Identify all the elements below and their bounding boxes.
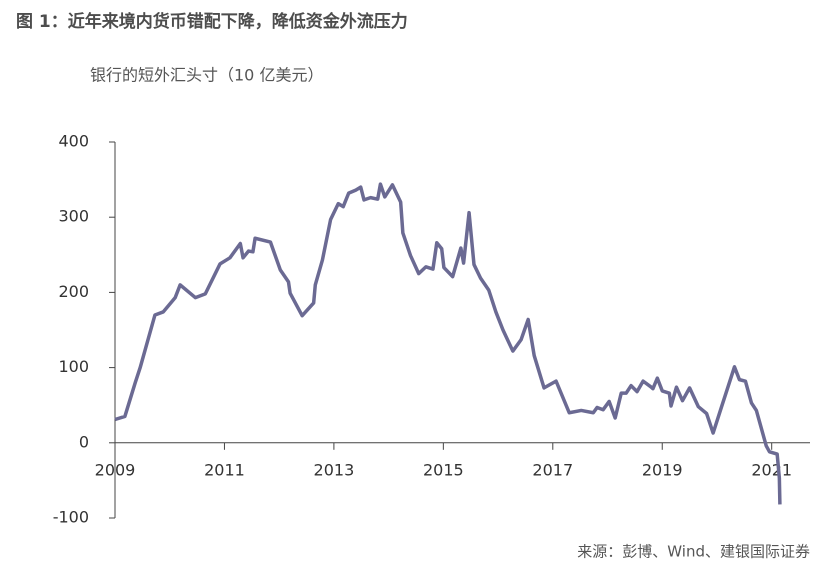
x-tick-label: 2011: [204, 460, 245, 479]
y-tick-label: 0: [79, 432, 89, 451]
y-tick-label: 200: [58, 282, 89, 301]
x-tick-label: 2017: [532, 460, 573, 479]
x-tick-label: 2009: [95, 460, 136, 479]
data-line: [114, 182, 782, 505]
x-tick-label: 2021: [751, 460, 792, 479]
chart-subtitle: 银行的短外汇头寸（10 亿美元）: [90, 66, 323, 85]
source-note: 来源：彭博、Wind、建银国际证券: [577, 543, 810, 561]
y-tick-label: 400: [58, 132, 89, 151]
x-tick-label: 2015: [423, 460, 464, 479]
chart-title: 图 1：近年来境内货币错配下降，降低资金外流压力: [16, 11, 408, 32]
y-tick-label: -100: [53, 508, 89, 527]
x-tick-label: 2013: [314, 460, 355, 479]
y-tick-label: 300: [58, 207, 89, 226]
x-tick-label: 2019: [642, 460, 683, 479]
y-tick-label: 100: [58, 357, 89, 376]
